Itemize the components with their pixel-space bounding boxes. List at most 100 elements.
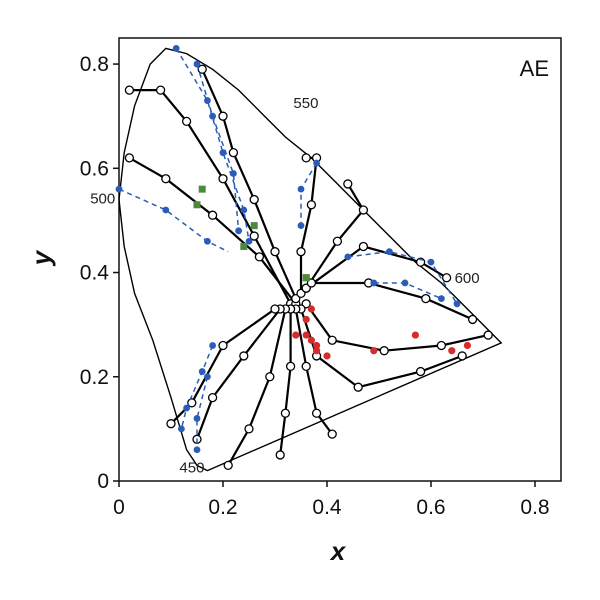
panel-label: AE xyxy=(520,56,549,81)
hue-line-point xyxy=(306,200,317,210)
hue-line-point xyxy=(249,231,259,241)
hue-line-point xyxy=(327,335,337,345)
hue-line-point xyxy=(161,174,171,184)
hue-line-point xyxy=(254,252,265,262)
hue-lines xyxy=(124,64,493,471)
y-tick-label: 0.4 xyxy=(80,262,110,285)
hue-line-point xyxy=(415,366,426,377)
green-point xyxy=(240,242,248,250)
blue-point xyxy=(178,425,185,433)
hue-line-point xyxy=(249,194,259,205)
hue-line-point xyxy=(124,85,135,95)
blue-point xyxy=(438,295,445,302)
hue-line-point xyxy=(467,314,478,325)
x-tick-label: 0.8 xyxy=(520,496,549,519)
blue-point xyxy=(453,300,461,308)
y-axis-title: y xyxy=(26,249,56,267)
blue-dashed-line xyxy=(175,48,250,242)
hue-line-point xyxy=(207,392,218,403)
hue-line-point xyxy=(166,419,176,429)
red-point xyxy=(302,331,310,339)
hue-line-point xyxy=(155,85,166,95)
blue-point xyxy=(219,149,227,157)
hue-line xyxy=(195,308,282,440)
red-point xyxy=(313,341,321,350)
hue-line-point xyxy=(275,450,285,460)
red-point xyxy=(411,331,419,339)
blue-dashed-line xyxy=(196,376,209,450)
red-point xyxy=(292,331,300,339)
blue-point xyxy=(401,279,409,287)
blue-point xyxy=(204,97,211,104)
hue-line-point xyxy=(301,153,311,163)
hue-line-point xyxy=(218,111,228,121)
y-tick-label: 0.2 xyxy=(80,366,109,389)
hue-line-point xyxy=(332,236,343,246)
blue-point xyxy=(386,248,393,256)
hue-line xyxy=(227,308,287,466)
hue-line-point xyxy=(265,372,275,382)
hue-line-point xyxy=(218,174,228,184)
x-tick-label: 0 xyxy=(113,496,125,519)
blue-point xyxy=(193,60,201,68)
hue-line-point xyxy=(223,460,233,471)
red-point xyxy=(463,341,471,350)
blue-dashed-line xyxy=(347,250,458,305)
red-point xyxy=(313,347,321,355)
hue-line xyxy=(279,309,292,456)
blue-point xyxy=(209,112,217,120)
y-tick-label: 0 xyxy=(97,470,109,493)
hue-line-point xyxy=(181,116,192,127)
blue-point xyxy=(427,258,435,266)
blue-point xyxy=(235,227,243,235)
x-axis-title: x xyxy=(329,536,347,566)
scatter-points xyxy=(115,45,471,454)
blue-point xyxy=(245,237,253,245)
blue-point xyxy=(313,159,320,167)
hue-line-point xyxy=(483,330,493,340)
hue-line-point xyxy=(301,361,311,371)
hue-line-point xyxy=(218,340,228,351)
hue-line-point xyxy=(358,205,369,215)
blue-dashed-line xyxy=(180,345,214,430)
plot-frame xyxy=(118,37,562,482)
hue-line-point xyxy=(436,340,447,351)
red-point xyxy=(307,305,315,313)
wavelength-label: 550 xyxy=(293,95,318,112)
hue-line-point xyxy=(197,64,207,74)
red-point xyxy=(448,347,456,355)
hue-line xyxy=(311,281,474,321)
blue-dashed-line xyxy=(196,63,240,231)
blue-point xyxy=(183,404,191,412)
x-tick-label: 0.4 xyxy=(312,496,342,519)
blue-point xyxy=(344,253,352,261)
green-point xyxy=(250,222,258,230)
hue-line-point xyxy=(379,346,389,356)
spectral-locus-curve xyxy=(118,47,503,472)
hue-line-point xyxy=(343,179,353,189)
blue-point xyxy=(198,368,206,375)
hue-line-point xyxy=(207,210,218,220)
blue-point xyxy=(240,206,248,214)
x-tick-label: 0.2 xyxy=(208,496,237,519)
hue-line-point xyxy=(280,408,291,418)
hue-line-point xyxy=(296,247,306,257)
hue-line xyxy=(201,68,297,300)
blue-point xyxy=(209,342,217,349)
hue-line-point xyxy=(457,351,467,361)
red-point xyxy=(323,352,331,360)
blue-point xyxy=(115,185,123,193)
hue-line-point xyxy=(270,247,280,257)
y-tick-label: 0.6 xyxy=(80,157,109,180)
blue-point xyxy=(297,185,305,193)
hue-line-point xyxy=(358,241,369,252)
blue-point xyxy=(204,237,211,245)
green-point xyxy=(198,185,206,193)
axes: 0 0.2 0.4 0.6 0.8 0 0.2 0.4 0.6 0.8 x y xyxy=(26,37,562,566)
text-labels: 450 500 550 600 AE xyxy=(90,56,549,477)
hue-line-point xyxy=(311,408,322,418)
hue-line-point xyxy=(270,304,280,314)
blue-point xyxy=(230,170,237,177)
hue-line xyxy=(305,245,448,290)
